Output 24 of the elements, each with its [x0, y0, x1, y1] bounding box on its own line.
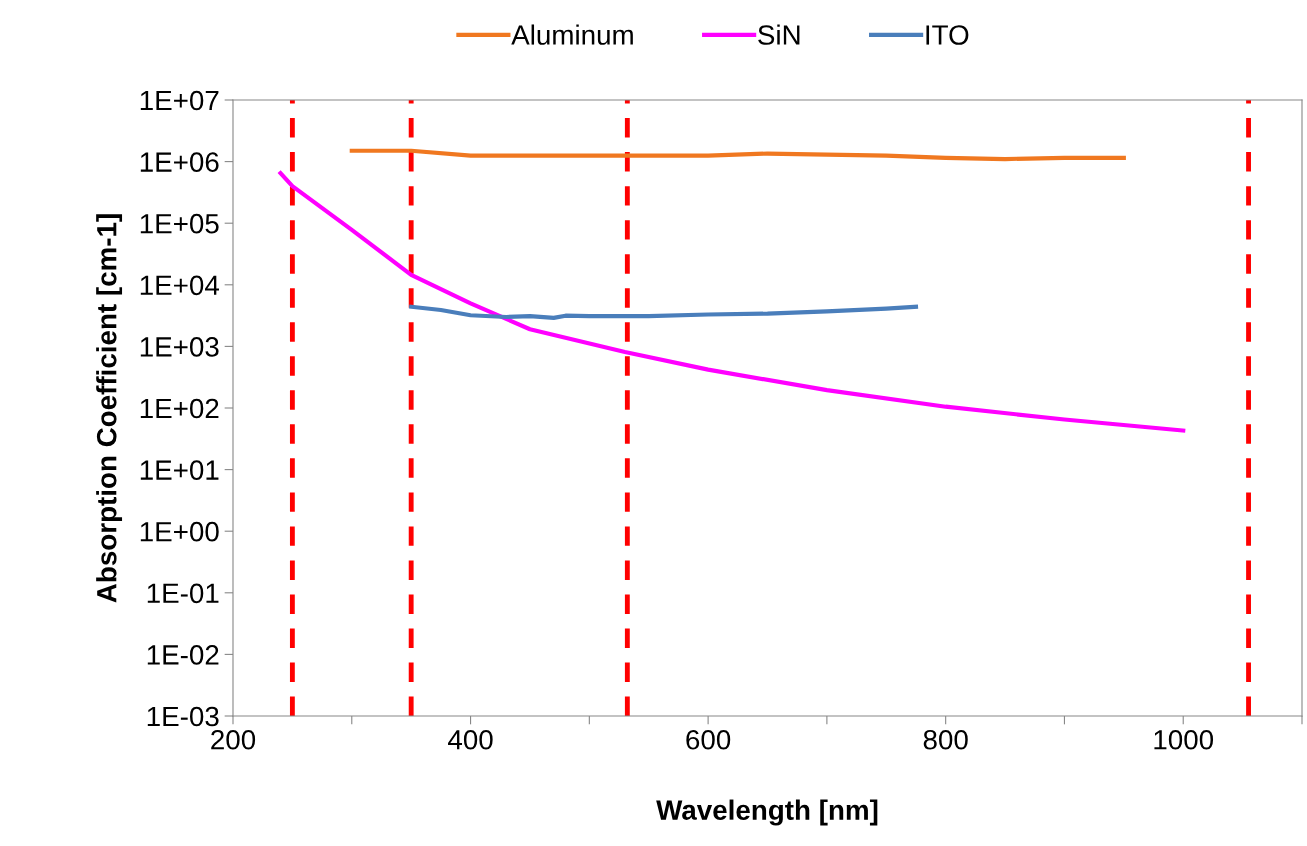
y-tick-label: 1E+01 [140, 460, 219, 480]
y-tick-label: 1E+06 [140, 152, 219, 172]
x-tick-label: 400 [448, 729, 493, 750]
y-tick-label: 1E+05 [140, 213, 219, 234]
y-axis-title: Absorption Coefficient [cm-1] [96, 214, 123, 603]
line-series [409, 304, 919, 321]
legend-label: Aluminum [511, 24, 633, 45]
y-tick-label: 1E+00 [140, 521, 219, 542]
legend-label: ITO [926, 25, 969, 45]
y-tick-label: 1E-01 [147, 583, 219, 604]
x-tick-label: 600 [686, 729, 731, 750]
y-tick-label: 1E-02 [147, 645, 219, 665]
y-tick-label: 1E+04 [140, 275, 219, 296]
x-tick-label: 1000 [1154, 729, 1214, 750]
line-series [278, 171, 1186, 433]
x-tick-label: 800 [923, 729, 968, 750]
y-tick-label: 1E+07 [140, 90, 219, 111]
x-axis-title: Wavelength [nm] [656, 799, 878, 826]
y-tick-label: 1E-03 [147, 706, 219, 727]
line-series [349, 148, 1126, 162]
legend-label: SiN [758, 24, 800, 45]
y-tick-label: 1E+02 [140, 398, 219, 419]
y-tick-label: 1E+03 [140, 337, 219, 357]
x-tick-label: 200 [211, 729, 256, 750]
